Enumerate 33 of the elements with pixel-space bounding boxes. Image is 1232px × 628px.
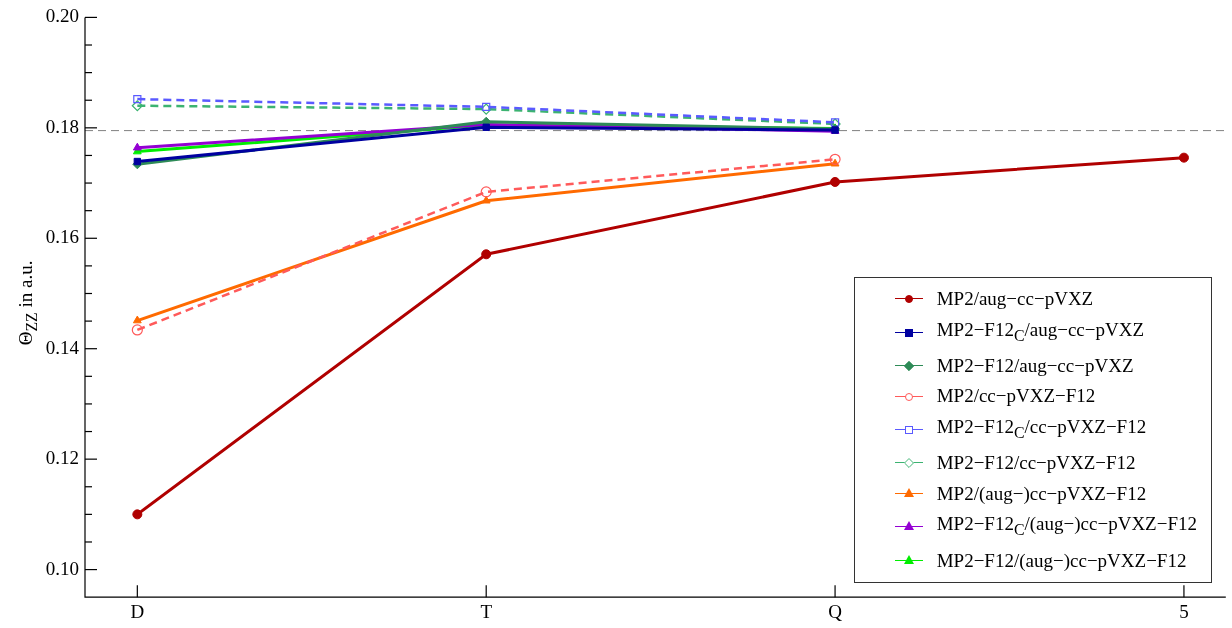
x-tick-label: 5: [1179, 600, 1189, 622]
point: [133, 157, 142, 166]
point: [1178, 152, 1189, 163]
point: [131, 324, 143, 336]
y-tick-label: 0.20: [45, 5, 79, 27]
point: [829, 153, 841, 165]
y-tick-label: 0.18: [45, 115, 79, 137]
point: [482, 102, 491, 111]
legend-label: MP2/(aug−)cc−pVXZ−F12: [936, 481, 1147, 506]
point: [481, 249, 492, 260]
legend-label: MP2/cc−pVXZ−F12: [936, 384, 1096, 409]
point: [480, 103, 492, 115]
legend-label: MP2−F12$_{C}$/(aug−)cc−pVXZ−F12: [936, 512, 1197, 540]
y-tick-label: 0.10: [45, 557, 79, 579]
point: [132, 509, 143, 520]
legend-label: MP2−F12/aug−cc−pVXZ: [936, 353, 1134, 378]
point: [830, 176, 841, 187]
y-tick-label: 0.16: [45, 226, 79, 248]
legend-label: MP2−F12/cc−pVXZ−F12: [936, 451, 1136, 476]
legend-label: MP2−F12$_{C}$/aug−cc−pVXZ: [936, 317, 1145, 346]
legend-label: MP2/aug−cc−pVXZ: [936, 287, 1094, 312]
x-tick-label: Q: [828, 600, 843, 622]
point: [131, 100, 143, 112]
point: [133, 94, 142, 104]
y-tick-label: 0.12: [45, 447, 79, 469]
point: [481, 195, 491, 204]
x-tick-label: D: [130, 600, 145, 622]
x-tick-label: T: [480, 600, 493, 622]
point: [480, 186, 492, 198]
legend-label: MP2−F12/(aug−)cc−pVXZ−F12: [936, 548, 1187, 573]
point: [132, 315, 142, 324]
y-tick-label: 0.14: [45, 336, 80, 358]
legend-label: MP2−F12$_{C}$/cc−pVXZ−F12: [936, 414, 1147, 443]
